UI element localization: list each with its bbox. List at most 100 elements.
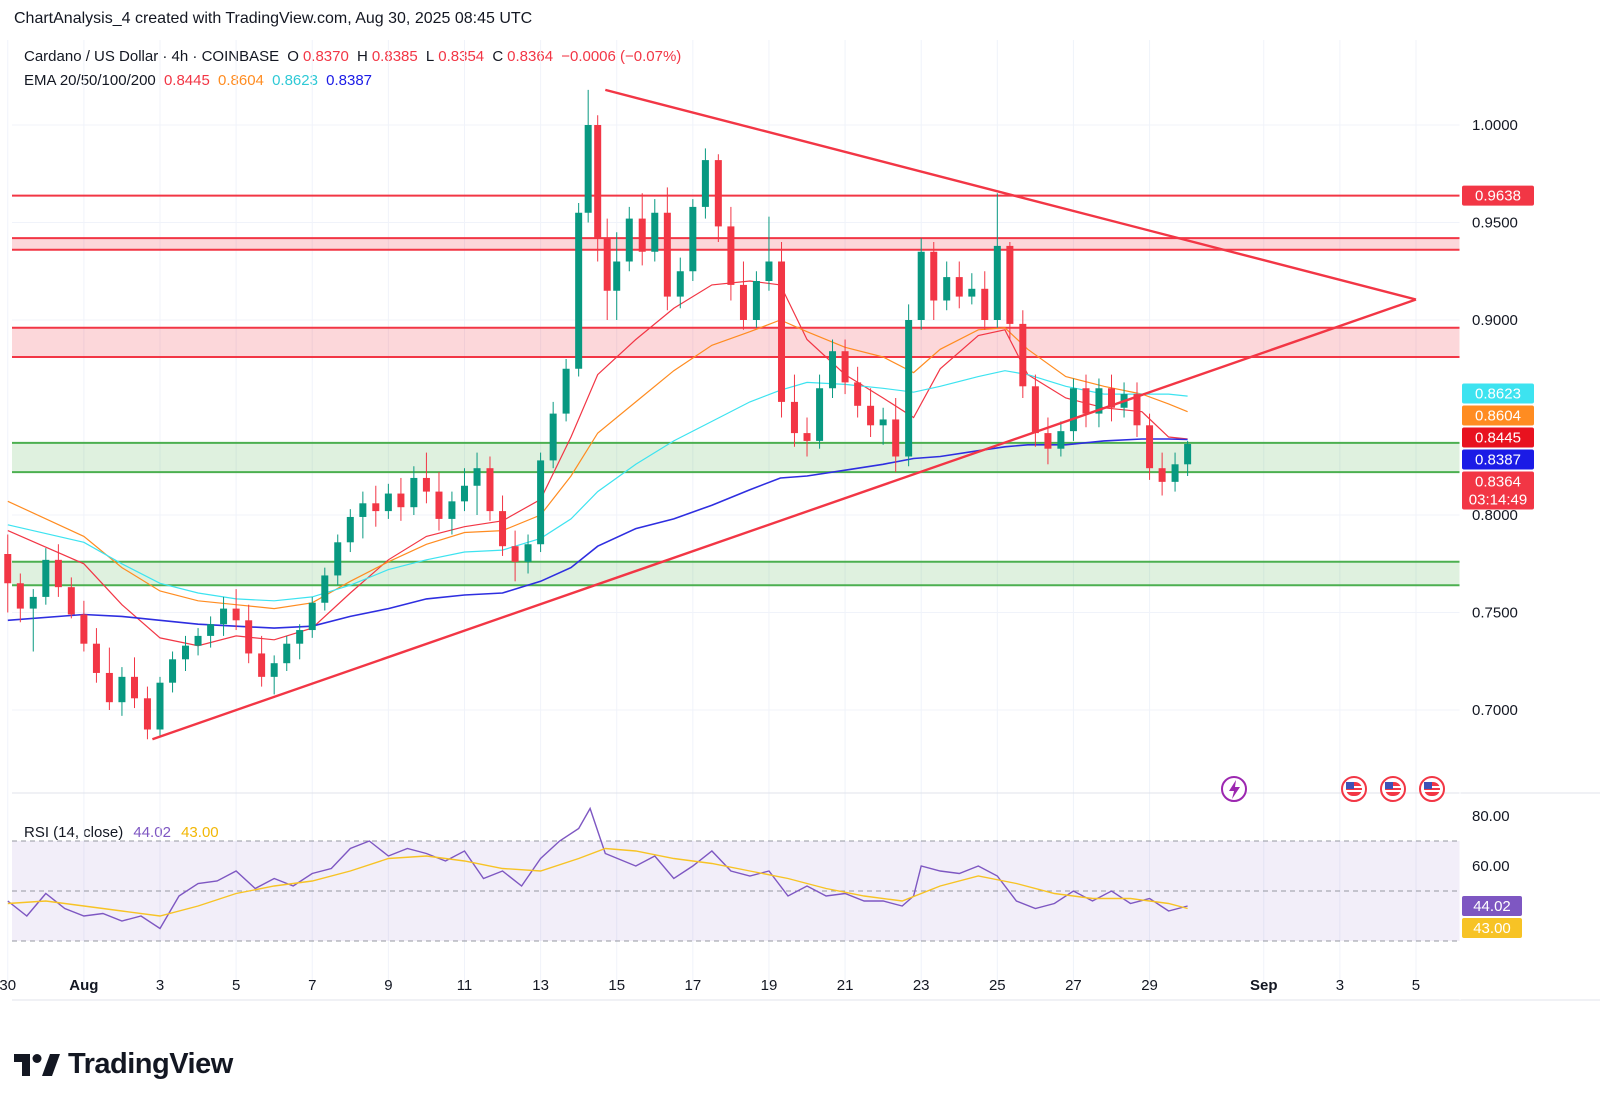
ema20-line	[7, 280, 1188, 647]
price-tag	[1462, 383, 1534, 404]
candle-body	[16, 583, 24, 609]
logo-text: TradingView	[68, 1048, 233, 1080]
chart-caption: ChartAnalysis_4 created with TradingView…	[14, 10, 533, 27]
candle-body	[752, 281, 760, 320]
candle-body	[1146, 425, 1154, 469]
candle-body	[169, 659, 177, 683]
rsi-value: 44.02	[133, 824, 171, 841]
candle-body	[676, 271, 684, 297]
candle-body	[118, 676, 126, 703]
price-tag-label: 0.8387	[1475, 452, 1521, 469]
ema-lines	[7, 280, 1188, 647]
ema100-line	[7, 370, 1188, 602]
candle-body	[460, 485, 468, 502]
candle-body	[584, 125, 592, 213]
candle-body	[943, 277, 951, 301]
bar-countdown: 03:14:49	[1469, 492, 1527, 509]
candle-body	[1158, 468, 1166, 482]
support-zone	[12, 561, 1460, 586]
candle-body	[790, 401, 798, 434]
candle-body	[1184, 444, 1192, 465]
candle-body	[54, 559, 62, 588]
time-tick-label: 25	[989, 977, 1006, 994]
candle-body	[194, 635, 202, 646]
candle-body	[803, 433, 811, 441]
candle-body	[727, 226, 735, 285]
candle-body	[1057, 431, 1065, 449]
price-tag	[1462, 427, 1534, 448]
price-tag-label: 0.8364	[1475, 474, 1521, 491]
candle-body	[625, 218, 633, 262]
candle-body	[701, 160, 709, 207]
flash-bolt	[1229, 780, 1240, 799]
candle-body	[397, 493, 405, 508]
price-tag	[1462, 185, 1534, 206]
resistance-zone	[12, 327, 1460, 358]
time-tick-label: Aug	[69, 977, 98, 994]
triangle-upper-line	[605, 88, 1417, 301]
candle-body	[207, 624, 215, 636]
candle-body	[422, 477, 430, 492]
candle-body	[816, 388, 824, 441]
candle-body	[594, 125, 602, 239]
price-change: −0.0006 (−0.07%)	[561, 48, 682, 65]
candle-body	[359, 503, 367, 517]
rsi-tick-label: 80.00	[1472, 808, 1510, 825]
candle-body	[562, 368, 570, 414]
candle-body	[1171, 464, 1179, 482]
candle-body	[575, 212, 583, 369]
rsi-line	[7, 806, 1188, 930]
candle-body	[80, 614, 88, 644]
candle-body	[220, 608, 228, 625]
candle-body	[486, 468, 494, 512]
candle-body	[663, 212, 671, 297]
flag-stripe	[1424, 790, 1440, 792]
candle-body	[1006, 245, 1014, 324]
candle-body	[384, 493, 392, 512]
candle-body	[905, 320, 913, 457]
rsi-label[interactable]: RSI (14, close)	[24, 824, 124, 841]
candle-body	[346, 516, 354, 543]
time-tick-label: 3	[1336, 977, 1344, 994]
candle-body	[334, 542, 342, 576]
candle-body	[270, 663, 278, 677]
candle-body	[130, 676, 138, 699]
ema200-line	[7, 438, 1188, 629]
price-tick-label: 0.9000	[1472, 312, 1518, 329]
ema-legend: EMA 20/50/100/200 0.8445 0.8604 0.8623 0…	[24, 72, 376, 89]
time-tick-label: 19	[761, 977, 778, 994]
time-tick-label: 13	[532, 977, 549, 994]
candle-body	[613, 261, 621, 291]
price-tag	[1462, 471, 1534, 510]
candle-body	[435, 491, 443, 519]
candle-body	[308, 602, 316, 631]
candles	[4, 89, 1192, 740]
triangle-pattern	[151, 88, 1417, 741]
price-tick-label: 0.7500	[1472, 605, 1518, 622]
candle-body	[841, 351, 849, 383]
support-zone	[12, 442, 1460, 473]
ema-label[interactable]: EMA 20/50/100/200	[24, 72, 156, 89]
ema200-value: 0.8387	[326, 72, 373, 89]
price-tag-label: 0.8623	[1475, 386, 1521, 403]
candle-body	[448, 501, 456, 519]
ohlc-high: H 0.8385	[357, 48, 418, 65]
price-tick-label: 1.0000	[1472, 117, 1518, 134]
symbol-name[interactable]: Cardano / US Dollar · 4h · COINBASE	[24, 48, 280, 65]
rsi-tick-label: 60.00	[1472, 858, 1510, 875]
flag-canton	[1424, 782, 1432, 789]
candle-body	[42, 559, 50, 597]
candle-body	[765, 261, 773, 281]
time-tick-label: 27	[1065, 977, 1082, 994]
grid-lines	[7, 40, 1460, 990]
time-tick-label: 5	[232, 977, 240, 994]
time-tick-label: 29	[1141, 977, 1158, 994]
candle-body	[1031, 386, 1039, 434]
flag-stripe	[1346, 790, 1362, 792]
rsi-ma-value: 43.00	[181, 824, 219, 841]
tradingview-logo[interactable]: TradingView	[14, 1048, 233, 1081]
zones	[12, 194, 1460, 587]
candle-body	[4, 554, 12, 584]
flag-stripe	[1385, 790, 1401, 792]
